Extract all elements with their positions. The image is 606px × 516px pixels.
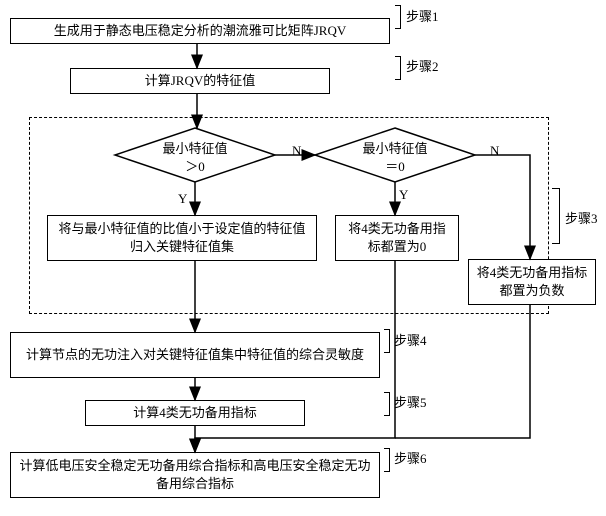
edge-d2-yes: Y: [399, 186, 408, 204]
d1-line1: 最小特征值: [162, 141, 227, 156]
decision2-text: 最小特征值 ＝0: [335, 140, 455, 175]
edge-d2-no: N: [490, 142, 499, 160]
box-set-zero-text: 将4类无功备用指标都置为0: [342, 220, 452, 255]
edge-d1-no: N: [292, 142, 301, 160]
box-critical-set-text: 将与最小特征值的比值小于设定值的特征值归入关键特征值集: [54, 220, 310, 255]
step6-label: 步骤6: [394, 450, 427, 468]
step1-bracket: [395, 5, 401, 29]
box-sensitivity: 计算节点的无功注入对关键特征值集中特征值的综合灵敏度: [10, 332, 380, 378]
d2-line1: 最小特征值: [362, 141, 427, 156]
step4-label: 步骤4: [394, 332, 427, 350]
d2-line2: ＝0: [385, 159, 405, 174]
box-compute4: 计算4类无功备用指标: [85, 400, 305, 426]
box-step1-text: 生成用于静态电压稳定分析的潮流雅可比矩阵JRQV: [54, 22, 347, 40]
box-sensitivity-text: 计算节点的无功注入对关键特征值集中特征值的综合灵敏度: [26, 346, 364, 364]
step4-bracket: [384, 329, 390, 353]
decision1-text: 最小特征值 ＞0: [135, 140, 255, 175]
box-set-negative: 将4类无功备用指标都置为负数: [468, 259, 596, 305]
box-step2: 计算JRQV的特征值: [70, 68, 330, 94]
box-set-zero: 将4类无功备用指标都置为0: [335, 215, 459, 261]
step6-bracket: [384, 448, 390, 472]
box-final: 计算低电压安全稳定无功备用综合指标和高电压安全稳定无功备用综合指标: [10, 452, 380, 498]
box-step2-text: 计算JRQV的特征值: [145, 72, 256, 90]
flowchart-canvas: 步骤3 生成用于静态电压稳定分析的潮流雅可比矩阵JRQV 步骤1 计算JRQV的…: [0, 0, 606, 516]
edge-d1-yes: Y: [178, 190, 187, 208]
step5-label: 步骤5: [394, 394, 427, 412]
d1-line2: ＞0: [185, 159, 205, 174]
step2-label: 步骤2: [406, 58, 439, 76]
step3-label: 步骤3: [565, 210, 598, 228]
step2-bracket: [395, 56, 401, 80]
step5-bracket: [384, 392, 390, 416]
box-compute4-text: 计算4类无功备用指标: [133, 404, 257, 422]
step3-bracket: [552, 188, 560, 244]
box-step1: 生成用于静态电压稳定分析的潮流雅可比矩阵JRQV: [10, 18, 390, 44]
box-final-text: 计算低电压安全稳定无功备用综合指标和高电压安全稳定无功备用综合指标: [17, 457, 373, 492]
box-critical-set: 将与最小特征值的比值小于设定值的特征值归入关键特征值集: [47, 215, 317, 261]
step1-label: 步骤1: [406, 8, 439, 26]
box-set-negative-text: 将4类无功备用指标都置为负数: [475, 264, 589, 299]
